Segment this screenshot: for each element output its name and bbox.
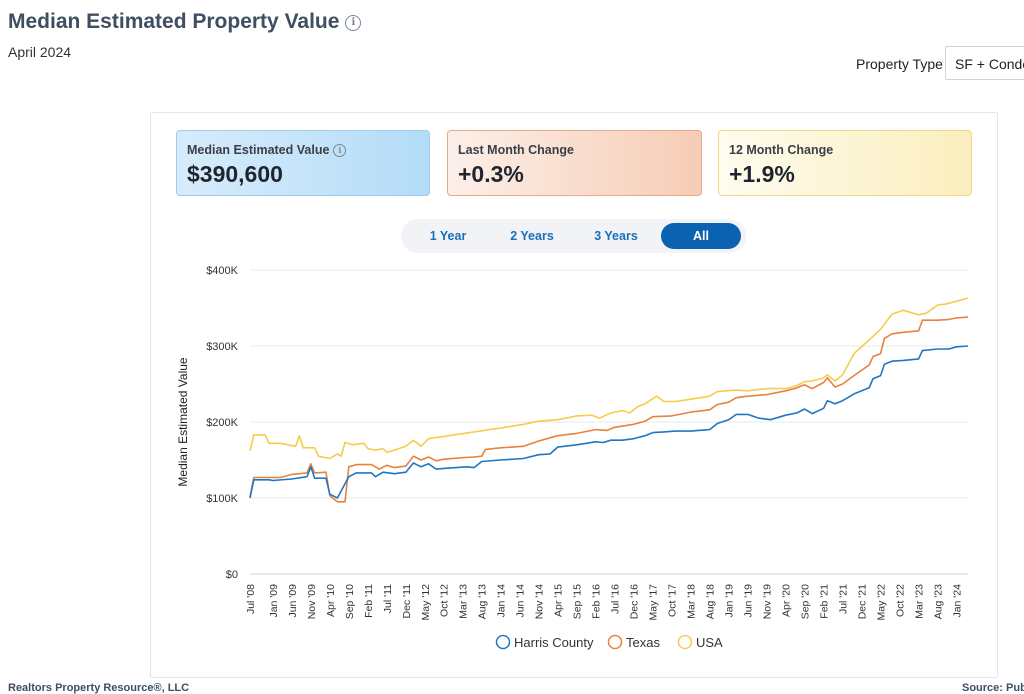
legend-label: Harris County <box>514 635 594 650</box>
card-value: +1.9% <box>729 161 795 187</box>
y-tick-label: $0 <box>226 569 238 581</box>
x-tick-label: May '22 <box>876 584 888 621</box>
chart-panel <box>150 112 998 678</box>
y-tick-label: $200K <box>206 417 238 429</box>
x-tick-label: May '12 <box>420 584 432 621</box>
page-title: Median Estimated Property Value i <box>8 10 362 34</box>
x-tick-label: Aug '13 <box>477 584 489 619</box>
x-tick-label: Aug '18 <box>705 584 717 619</box>
x-tick-label: Jan '24 <box>952 584 964 618</box>
range-all-button[interactable]: All <box>661 223 741 249</box>
card-label: 12 Month Change <box>729 143 834 157</box>
x-tick-label: Mar '23 <box>914 584 926 619</box>
x-tick-label: Feb '11 <box>363 584 375 618</box>
x-tick-label: Oct '22 <box>895 584 907 617</box>
x-tick-label: Aug '23 <box>933 584 945 619</box>
footer-copyright: Realtors Property Resource®, LLC <box>8 682 190 694</box>
x-tick-label: Sep '10 <box>344 584 356 619</box>
x-tick-label: Nov '19 <box>762 584 774 619</box>
x-tick-label: Apr '15 <box>553 584 565 617</box>
line-chart: $0 $100K $200K $300K $400K Jul '08 Jan '09 Jun … <box>176 265 969 650</box>
series-line-texas <box>249 316 969 503</box>
x-tick-label: Jul '16 <box>610 584 622 614</box>
x-tick-label: Feb '21 <box>819 584 831 619</box>
x-tick-label: Jul '11 <box>382 584 394 613</box>
y-axis-title: Median Estimated Value <box>176 357 190 487</box>
y-tick-label: $100K <box>206 493 238 505</box>
range-3-years-button[interactable]: 3 Years <box>594 229 638 243</box>
card-label: Median Estimated Value i <box>187 143 347 157</box>
median-value-card: Median Estimated Value i $390,600 <box>176 130 430 196</box>
x-tick-label: Oct '12 <box>439 584 451 617</box>
report-date: April 2024 <box>8 44 72 60</box>
y-tick-label: $300K <box>206 341 238 353</box>
range-2-years-button[interactable]: 2 Years <box>510 229 554 243</box>
legend-marker <box>495 634 511 650</box>
x-tick-label: Jan '19 <box>724 584 736 618</box>
x-tick-label: Mar '18 <box>686 584 698 619</box>
y-tick-label: $400K <box>206 265 238 277</box>
card-label: Last Month Change <box>458 143 574 157</box>
x-tick-label: Dec '11 <box>401 584 413 619</box>
x-tick-label: Sep '20 <box>800 584 812 619</box>
x-tick-label: Apr '20 <box>781 584 793 617</box>
x-tick-label: Mar '13 <box>458 584 470 619</box>
x-tick-label: Sep '15 <box>572 584 584 619</box>
x-tick-label: Apr '10 <box>325 584 337 617</box>
last-month-change-card: Last Month Change +0.3% <box>447 130 702 196</box>
card-value: $390,600 <box>187 161 283 187</box>
legend-marker <box>607 634 623 650</box>
x-tick-label: Jun '09 <box>287 584 299 618</box>
x-tick-label: Jan '09 <box>268 584 280 618</box>
series-line-harris-county <box>249 345 969 499</box>
x-tick-label: Jul '08 <box>245 584 257 614</box>
x-tick-label: Dec '16 <box>629 584 641 619</box>
property-type-select[interactable]: SF + Condo <box>945 46 1024 80</box>
x-tick-label: Jun '19 <box>743 584 755 618</box>
legend-marker <box>677 634 693 650</box>
legend-label: Texas <box>626 635 660 650</box>
x-tick-label: Oct '17 <box>667 584 679 617</box>
footer-source: Source: Publ <box>962 682 1024 694</box>
x-tick-label: Jun '14 <box>515 584 527 618</box>
twelve-month-change-card: 12 Month Change +1.9% <box>718 130 972 196</box>
x-tick-label: May '17 <box>648 584 660 621</box>
property-type-label: Property Type <box>856 56 943 72</box>
card-value: +0.3% <box>458 161 524 187</box>
x-tick-label: Jul '21 <box>838 584 850 614</box>
info-icon[interactable]: i <box>345 15 362 31</box>
legend-label: USA <box>696 635 723 650</box>
x-tick-label: Nov '09 <box>306 584 318 619</box>
range-1-year-button[interactable]: 1 Year <box>429 229 467 243</box>
x-tick-label: Dec '21 <box>857 584 869 619</box>
x-tick-label: Nov '14 <box>534 584 546 619</box>
info-icon[interactable]: i <box>333 144 347 157</box>
range-selector: 1 Year 2 Years 3 Years All <box>401 219 746 253</box>
series-line-usa <box>249 297 969 460</box>
x-tick-label: Feb '16 <box>591 584 603 619</box>
x-tick-label: Jan '14 <box>496 584 508 618</box>
